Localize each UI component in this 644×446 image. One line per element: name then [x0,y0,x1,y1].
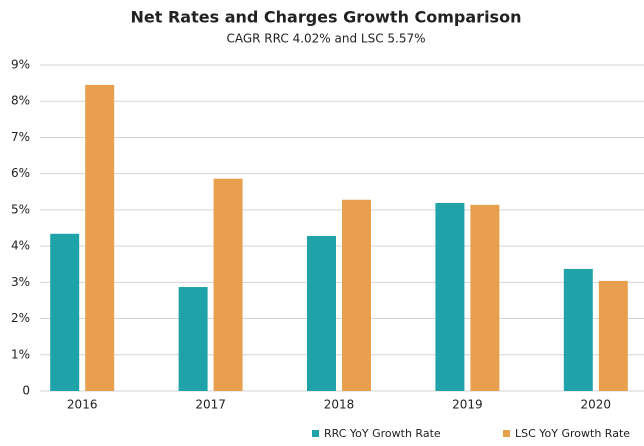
bar [50,233,80,391]
chart-subtitle: CAGR RRC 4.02% and LSC 5.57% [226,32,425,46]
y-tick-label: 4% [11,239,30,253]
y-tick-label: 1% [11,347,30,361]
bar [213,178,243,391]
x-tick-label: 2016 [67,398,98,412]
y-tick-label: 3% [11,275,30,289]
y-tick-label: 9% [11,58,30,72]
x-tick-label: 2018 [324,398,355,412]
bar [470,204,500,391]
y-tick-label: 0 [22,384,30,398]
bar [435,203,465,391]
bar [342,199,371,391]
bar [85,84,115,391]
y-tick-label: 8% [11,94,30,108]
legend-swatch [503,430,510,437]
x-tick-label: 2020 [581,398,612,412]
bar [307,235,336,391]
bar [178,287,208,391]
y-tick-label: 6% [11,166,30,180]
x-tick-label: 2017 [195,398,226,412]
bar [563,268,593,391]
legend-label: RRC YoY Growth Rate [324,427,441,440]
x-tick-label: 2019 [452,398,483,412]
y-tick-label: 7% [11,130,30,144]
bar [598,280,628,391]
y-tick-label: 5% [11,202,30,216]
chart-title: Net Rates and Charges Growth Comparison [131,8,522,27]
y-tick-label: 2% [11,311,30,325]
legend-label: LSC YoY Growth Rate [515,427,630,440]
legend-swatch [312,430,319,437]
